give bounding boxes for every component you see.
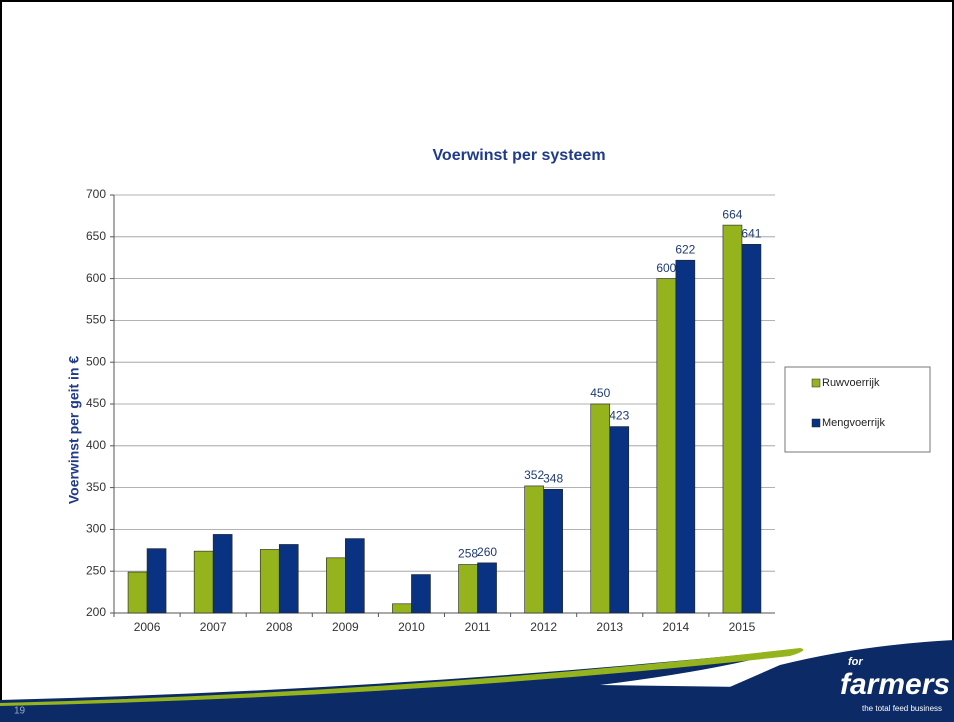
logo-name: farmers [840, 668, 950, 701]
x-tick-label: 2006 [134, 620, 161, 634]
y-tick-label: 350 [86, 480, 106, 494]
data-label: 664 [722, 207, 742, 221]
x-tick-label: 2010 [398, 620, 425, 634]
bar [722, 224, 743, 614]
footer-band [0, 650, 954, 722]
y-tick-label: 200 [86, 605, 106, 619]
data-label: 258 [458, 547, 478, 561]
x-tick-label: 2009 [332, 620, 359, 634]
bar [543, 488, 563, 614]
bar [524, 485, 544, 614]
y-tick-label: 650 [86, 229, 106, 243]
legend [784, 366, 931, 453]
x-tick-label: 2012 [530, 620, 557, 634]
bar [741, 244, 762, 614]
bar [477, 562, 497, 614]
bar [259, 549, 280, 614]
y-tick-label: 250 [86, 563, 106, 577]
data-label: 622 [675, 242, 695, 256]
bar [675, 259, 696, 614]
data-label: 423 [609, 409, 629, 423]
y-tick-label: 600 [86, 271, 106, 285]
bar [146, 548, 167, 614]
data-label: 641 [741, 226, 761, 240]
legend-label: Mengvoerrijk [822, 417, 885, 429]
bar [326, 557, 346, 614]
data-label: 260 [477, 545, 497, 559]
bar [411, 574, 431, 614]
data-label: 450 [590, 386, 610, 400]
chart-title: Voerwinst per systeem [432, 147, 605, 164]
y-tick-label: 300 [86, 522, 106, 536]
x-tick-label: 2008 [266, 620, 293, 634]
bar [193, 550, 214, 614]
bar [278, 544, 299, 614]
data-label: 348 [543, 471, 563, 485]
legend-swatch [811, 418, 821, 428]
page-number: 19 [14, 706, 26, 717]
logo-tagline: the total feed business [862, 704, 942, 713]
bar [345, 538, 365, 614]
bar [656, 278, 677, 614]
bar [590, 403, 611, 614]
footer-wave [700, 640, 954, 700]
bar [392, 603, 412, 614]
y-tick-label: 400 [86, 438, 106, 452]
x-tick-label: 2014 [662, 620, 689, 634]
x-tick-label: 2007 [200, 620, 227, 634]
x-tick-label: 2015 [729, 620, 756, 634]
bar [458, 564, 478, 614]
y-tick-label: 450 [86, 396, 106, 410]
logo-small: for [848, 656, 863, 668]
y-tick-label: 550 [86, 313, 106, 327]
y-tick-label: 500 [86, 354, 106, 368]
y-axis-label: Voerwinst per geit in € [66, 356, 82, 505]
bar [609, 426, 630, 614]
y-tick-label: 700 [86, 187, 106, 201]
data-label: 352 [524, 468, 544, 482]
data-label: 600 [656, 261, 676, 275]
x-tick-label: 2013 [596, 620, 623, 634]
bar [212, 534, 233, 614]
bar [127, 571, 148, 614]
legend-label: Ruwvoerrijk [822, 377, 880, 389]
legend-swatch [811, 378, 821, 388]
x-tick-label: 2011 [465, 620, 491, 634]
